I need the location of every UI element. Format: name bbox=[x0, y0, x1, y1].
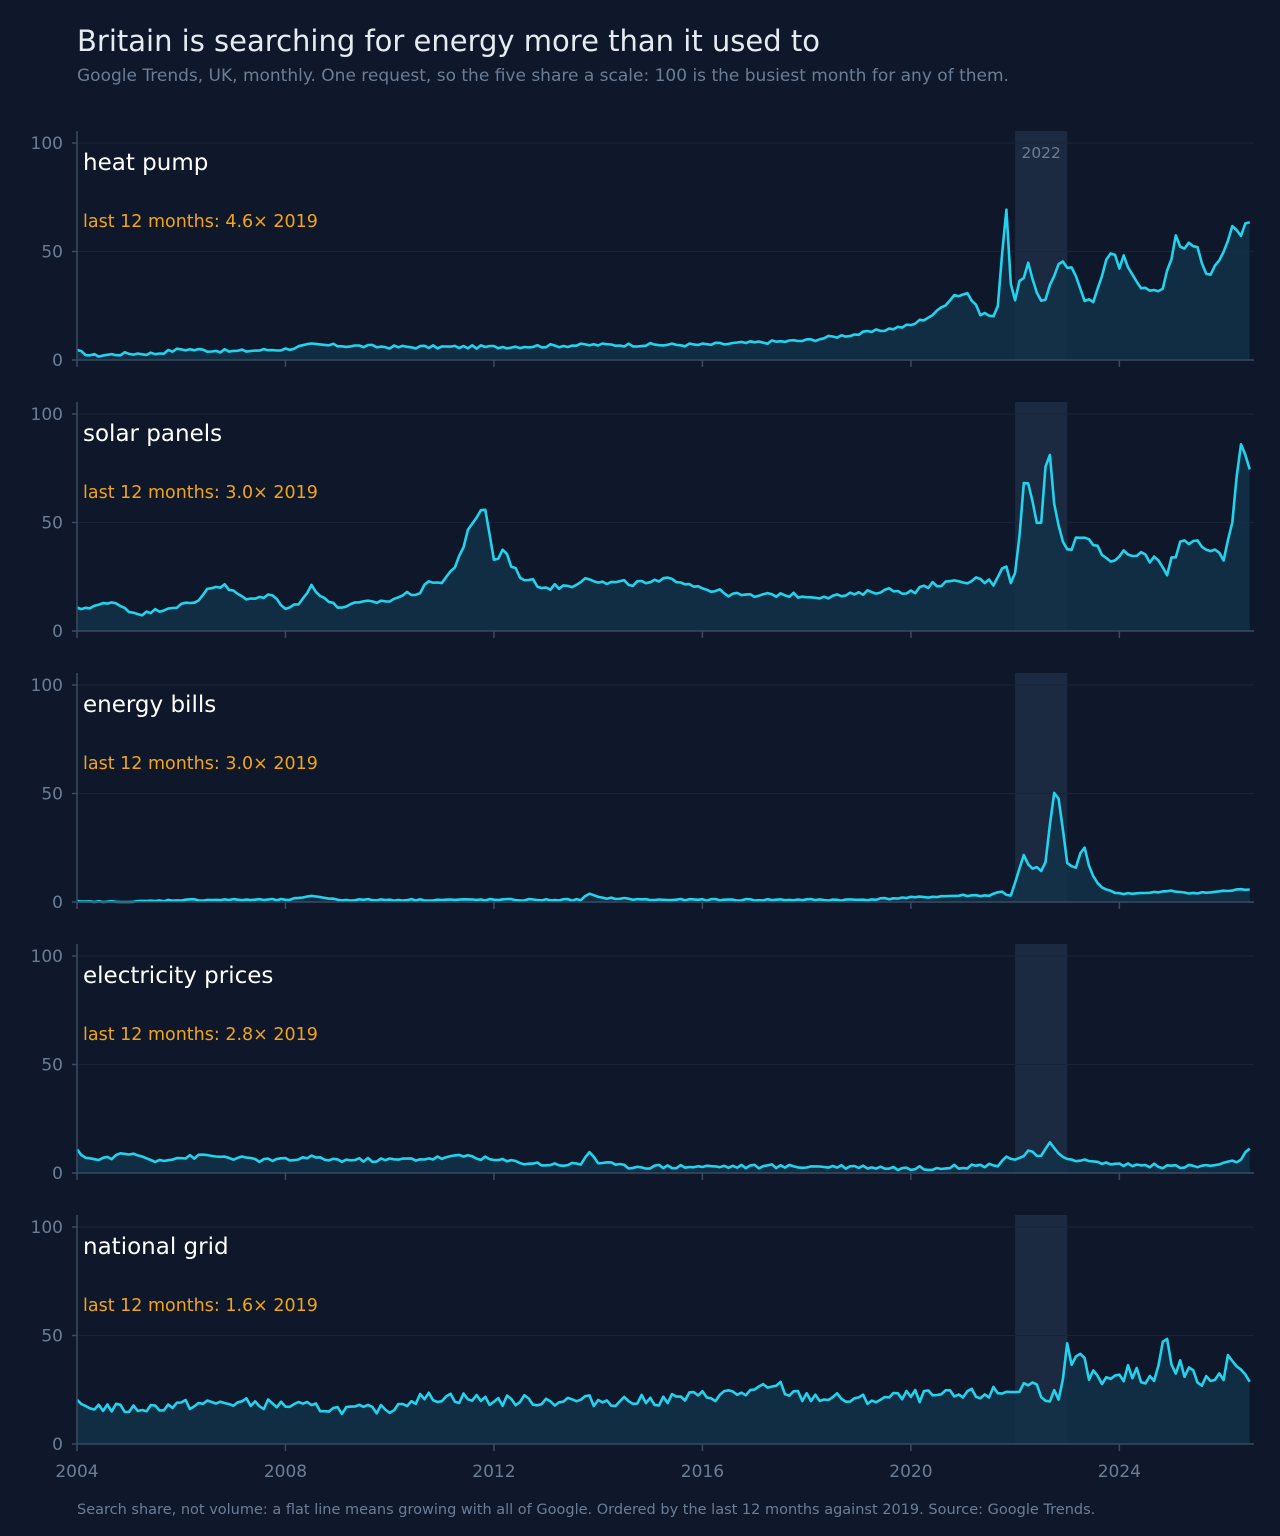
panel-heat-pump: 0 50 100 heat pump last 12 months: 4.6× 2019… bbox=[31, 131, 1254, 371]
y-tick-label: 100 bbox=[31, 134, 63, 154]
footnote: Search share, not volume: a flat line me… bbox=[77, 1502, 1096, 1518]
panel-title: electricity prices bbox=[83, 963, 273, 989]
series-area bbox=[77, 1338, 1250, 1444]
panel-energy-bills: 0 50 100 energy bills last 12 months: 3.0× 2… bbox=[31, 673, 1254, 913]
highlight-band bbox=[1015, 944, 1068, 1173]
y-tick-label: 100 bbox=[31, 1218, 63, 1238]
series-area bbox=[77, 444, 1250, 631]
panel-annotation: last 12 months: 2.8× 2019 bbox=[83, 1025, 318, 1045]
y-tick-label: 0 bbox=[52, 893, 63, 913]
y-tick-label: 50 bbox=[41, 243, 63, 263]
panel-title: heat pump bbox=[83, 150, 208, 176]
x-tick-label: 2020 bbox=[889, 1462, 932, 1482]
panel-solar-panels: 0 50 100 solar panels last 12 months: 3.0× 2… bbox=[31, 402, 1254, 642]
y-tick-label: 0 bbox=[52, 622, 63, 642]
panel-title: energy bills bbox=[83, 692, 216, 718]
series-line bbox=[76, 208, 1251, 358]
series-area bbox=[77, 792, 1250, 902]
panel-title: solar panels bbox=[83, 421, 222, 447]
series-line bbox=[76, 1337, 1251, 1416]
y-tick-label: 50 bbox=[41, 785, 63, 805]
y-tick-label: 50 bbox=[41, 1327, 63, 1347]
panel-electricity-prices: 0 50 100 electricity prices last 12 months: … bbox=[31, 944, 1254, 1184]
y-tick-label: 50 bbox=[41, 1056, 63, 1076]
page-subtitle: Google Trends, UK, monthly. One request,… bbox=[77, 66, 1009, 86]
panel-annotation: last 12 months: 3.0× 2019 bbox=[83, 483, 318, 503]
y-tick-label: 100 bbox=[31, 947, 63, 967]
series-area bbox=[77, 209, 1250, 360]
highlight-label: 2022 bbox=[1021, 144, 1060, 162]
page-title: Britain is searching for energy more tha… bbox=[77, 24, 820, 58]
x-tick-label: 2004 bbox=[55, 1462, 98, 1482]
panel-annotation: last 12 months: 4.6× 2019 bbox=[83, 212, 318, 232]
panel-national-grid: 0 50 100 2004 2008 2012 2016 2020 2024 national g… bbox=[31, 1215, 1254, 1482]
series-line bbox=[76, 791, 1250, 904]
x-tick-label: 2024 bbox=[1098, 1462, 1141, 1482]
y-tick-label: 0 bbox=[52, 1435, 63, 1455]
x-tick-label: 2008 bbox=[264, 1462, 307, 1482]
series-area bbox=[77, 1142, 1250, 1173]
x-tick-label: 2016 bbox=[681, 1462, 724, 1482]
panel-title: national grid bbox=[83, 1234, 229, 1260]
panel-annotation: last 12 months: 3.0× 2019 bbox=[83, 754, 318, 774]
y-tick-label: 0 bbox=[52, 351, 63, 371]
panel-annotation: last 12 months: 1.6× 2019 bbox=[83, 1296, 318, 1316]
y-tick-label: 50 bbox=[41, 514, 63, 534]
series-line bbox=[76, 443, 1251, 617]
x-tick-label: 2012 bbox=[472, 1462, 515, 1482]
y-tick-label: 100 bbox=[31, 405, 63, 425]
y-tick-label: 0 bbox=[52, 1164, 63, 1184]
series-line bbox=[75, 1141, 1251, 1172]
y-tick-label: 100 bbox=[31, 676, 63, 696]
